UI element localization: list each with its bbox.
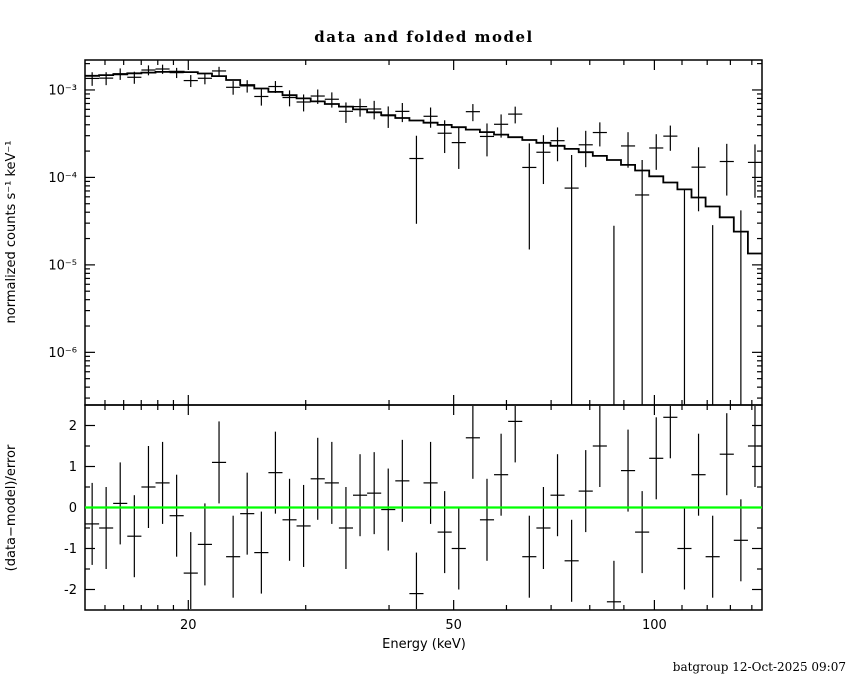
- x-tick-label: 50: [445, 618, 462, 633]
- y-axis-label-residuals: (data−model)/error: [4, 444, 19, 571]
- x-tick-label: 100: [642, 618, 667, 633]
- y-tick-label: 10⁻⁴: [48, 171, 77, 186]
- spectrum-panel-frame: [84, 59, 763, 406]
- axis-tick-labels: 20 50 100 10⁻³ 10⁻⁴ 10⁻⁵ 10⁻⁶ 2 1 0 -1 -2: [48, 83, 666, 633]
- plot-frame: [84, 59, 763, 611]
- plot-title: data and folded model: [314, 28, 533, 46]
- y-tick-label: 10⁻⁶: [48, 346, 77, 361]
- y-tick-label: 0: [69, 501, 77, 516]
- y-tick-label: 10⁻³: [48, 83, 77, 98]
- y-tick-label: 10⁻⁵: [48, 258, 77, 273]
- y-axis-label-spectrum: normalized counts s⁻¹ keV⁻¹: [4, 141, 19, 324]
- folded-model-line: [85, 70, 762, 255]
- y-tick-label: 2: [69, 419, 77, 434]
- residual-data-points: [85, 406, 762, 609]
- axis-ticks: [85, 60, 762, 610]
- y-tick-label: -2: [64, 583, 77, 598]
- folded-model-histogram: [85, 70, 762, 255]
- y-tick-label: -1: [64, 542, 77, 557]
- y-tick-label: 1: [69, 460, 77, 475]
- spectrum-data-points: [85, 64, 762, 405]
- x-axis-label: Energy (keV): [382, 637, 466, 652]
- timestamp-footer: batgroup 12-Oct-2025 09:07: [673, 660, 846, 674]
- x-tick-label: 20: [180, 618, 197, 633]
